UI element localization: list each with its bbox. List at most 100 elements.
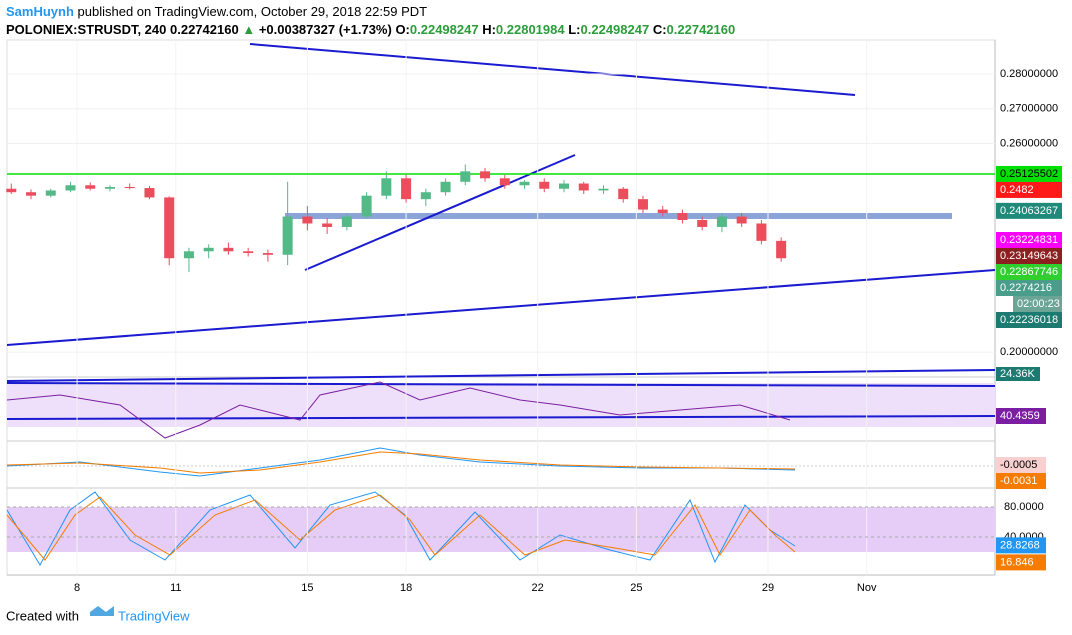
- candle-body: [302, 216, 313, 224]
- candle-body: [657, 209, 668, 214]
- price-badge: [996, 408, 1046, 424]
- x-tick-label: 29: [762, 582, 774, 594]
- price-badge: [1013, 295, 1062, 312]
- x-tick-label: 11: [170, 582, 181, 594]
- price-badge: [996, 554, 1046, 571]
- x-tick-label: 18: [400, 582, 412, 594]
- candle-body: [776, 240, 787, 259]
- x-tick-label: 8: [74, 582, 80, 594]
- price-badge: [996, 181, 1062, 198]
- price-badge: [996, 165, 1062, 182]
- candle-body: [104, 186, 115, 189]
- price-label: 0.2274216: [1000, 282, 1052, 294]
- candle-body: [677, 213, 688, 221]
- candle-body: [243, 251, 254, 254]
- signal-line: [6, 451, 796, 474]
- candle-body: [381, 178, 392, 196]
- arrow: ▲: [242, 22, 256, 37]
- candle-body: [341, 216, 352, 227]
- trend-line: [6, 269, 996, 346]
- price-label: 0.2482: [1000, 184, 1034, 196]
- candle-body: [716, 216, 727, 227]
- candle-body: [598, 188, 609, 191]
- price-badge: [996, 473, 1046, 489]
- price-label: 0.22867746: [1000, 266, 1058, 278]
- candle-body: [45, 190, 56, 196]
- stoch-d: [6, 494, 796, 561]
- price-label: 02:00:23: [1017, 298, 1060, 310]
- ohlc-val: 0.22742160: [666, 22, 736, 37]
- candle-body: [203, 247, 214, 252]
- y-tick-label: 80.0000: [1004, 501, 1044, 513]
- ohlc-key: C:: [652, 22, 667, 37]
- trend-line: [304, 154, 576, 271]
- candle-body: [401, 178, 412, 200]
- price-label: 0.23149643: [1000, 250, 1058, 262]
- candle-body: [736, 216, 747, 224]
- ohlc-val: 0.22801984: [495, 22, 565, 37]
- rsi-band: [7, 383, 995, 427]
- y-tick-label: 0.20000000: [1000, 346, 1058, 358]
- price-label: 0.22236018: [1000, 314, 1058, 326]
- candle-body: [223, 247, 234, 252]
- price-badge: [996, 457, 1046, 473]
- price-badge: [996, 537, 1046, 554]
- price-label: 40.4359: [1000, 410, 1040, 422]
- candle-body: [440, 181, 451, 193]
- header-line: SamHuynh published on TradingView.com, O…: [6, 4, 427, 19]
- price-label: -0.0005: [1000, 459, 1037, 471]
- stoch-band: [7, 507, 995, 552]
- logo: [90, 606, 114, 616]
- zone: [285, 213, 952, 219]
- y-tick-label: 0.28000000: [1000, 68, 1058, 80]
- price-badge: [996, 263, 1062, 280]
- ohlc-val: 0.22498247: [580, 22, 650, 37]
- price-badge: [996, 247, 1062, 264]
- trend-line: [6, 415, 996, 420]
- author[interactable]: SamHuynh: [6, 4, 74, 19]
- candle-body: [756, 223, 767, 241]
- trend-line: [6, 382, 996, 387]
- ohlc-key: O:: [395, 22, 410, 37]
- price-badge: [996, 231, 1062, 248]
- candle-body: [26, 192, 37, 196]
- candle-body: [578, 183, 589, 191]
- published: published on TradingView.com, October 29…: [77, 4, 428, 19]
- candle-body: [539, 181, 550, 189]
- candle-body: [144, 188, 155, 198]
- candle-body: [85, 185, 96, 189]
- candle-body: [164, 197, 175, 259]
- candle-body: [65, 185, 76, 191]
- candle-body: [124, 186, 135, 189]
- x-tick-label: 22: [532, 582, 544, 594]
- volume-label: 24.36K: [1000, 368, 1036, 380]
- price-badge: [996, 311, 1062, 328]
- candle-body: [559, 183, 570, 189]
- candle-body: [480, 171, 491, 179]
- volume-badge: [996, 367, 1040, 381]
- trend-line: [249, 43, 856, 96]
- y-tick-label: 0.26000000: [1000, 137, 1058, 149]
- candle-body: [637, 199, 648, 210]
- price-label: 0.24063267: [1000, 205, 1058, 217]
- x-tick-label: 25: [630, 582, 642, 594]
- symbol-line: POLONIEX:STRUSDT, 240 0.22742160 ▲ +0.00…: [6, 22, 735, 37]
- brand[interactable]: TradingView: [118, 608, 190, 623]
- macd-line: [6, 447, 796, 477]
- candle-body: [361, 195, 372, 217]
- ohlc-key: H:: [482, 22, 496, 37]
- candle-body: [420, 192, 431, 200]
- candle-body: [618, 188, 629, 200]
- candle-body: [183, 251, 194, 259]
- price-label: 16.846: [1000, 556, 1034, 568]
- footer-text: Created with: [6, 608, 79, 623]
- price-label: -0.0031: [1000, 475, 1037, 487]
- price-label: 0.25125502: [1000, 168, 1058, 180]
- candle-body: [282, 216, 293, 255]
- candle-body: [499, 178, 510, 186]
- y-tick-label: 0.27000000: [1000, 103, 1058, 115]
- price-label: 28.8268: [1000, 539, 1040, 551]
- ohlc-val: 0.22498247: [409, 22, 479, 37]
